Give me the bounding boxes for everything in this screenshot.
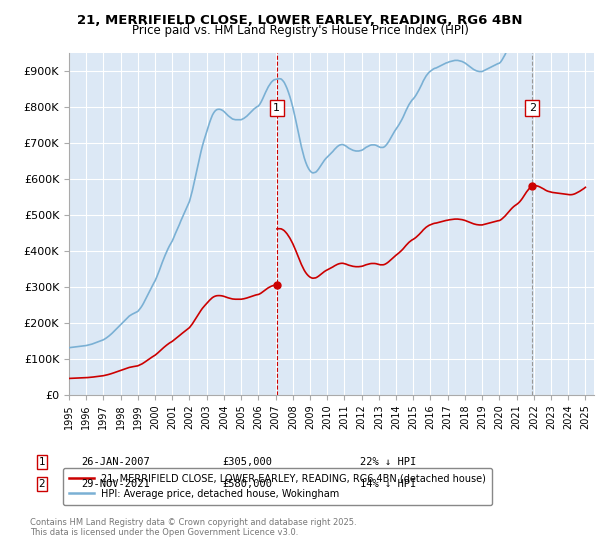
Text: 2: 2	[38, 479, 46, 489]
Text: £305,000: £305,000	[222, 457, 272, 467]
Text: Contains HM Land Registry data © Crown copyright and database right 2025.
This d: Contains HM Land Registry data © Crown c…	[30, 518, 356, 538]
Legend: 21, MERRIFIELD CLOSE, LOWER EARLEY, READING, RG6 4BN (detached house), HPI: Aver: 21, MERRIFIELD CLOSE, LOWER EARLEY, READ…	[64, 468, 492, 505]
Text: 29-NOV-2021: 29-NOV-2021	[81, 479, 150, 489]
Text: Price paid vs. HM Land Registry's House Price Index (HPI): Price paid vs. HM Land Registry's House …	[131, 24, 469, 36]
Text: 22% ↓ HPI: 22% ↓ HPI	[360, 457, 416, 467]
Text: 26-JAN-2007: 26-JAN-2007	[81, 457, 150, 467]
Text: 1: 1	[273, 103, 280, 113]
Text: 21, MERRIFIELD CLOSE, LOWER EARLEY, READING, RG6 4BN: 21, MERRIFIELD CLOSE, LOWER EARLEY, READ…	[77, 14, 523, 27]
Text: £580,000: £580,000	[222, 479, 272, 489]
Text: 2: 2	[529, 103, 536, 113]
Text: 1: 1	[38, 457, 46, 467]
Text: 14% ↓ HPI: 14% ↓ HPI	[360, 479, 416, 489]
